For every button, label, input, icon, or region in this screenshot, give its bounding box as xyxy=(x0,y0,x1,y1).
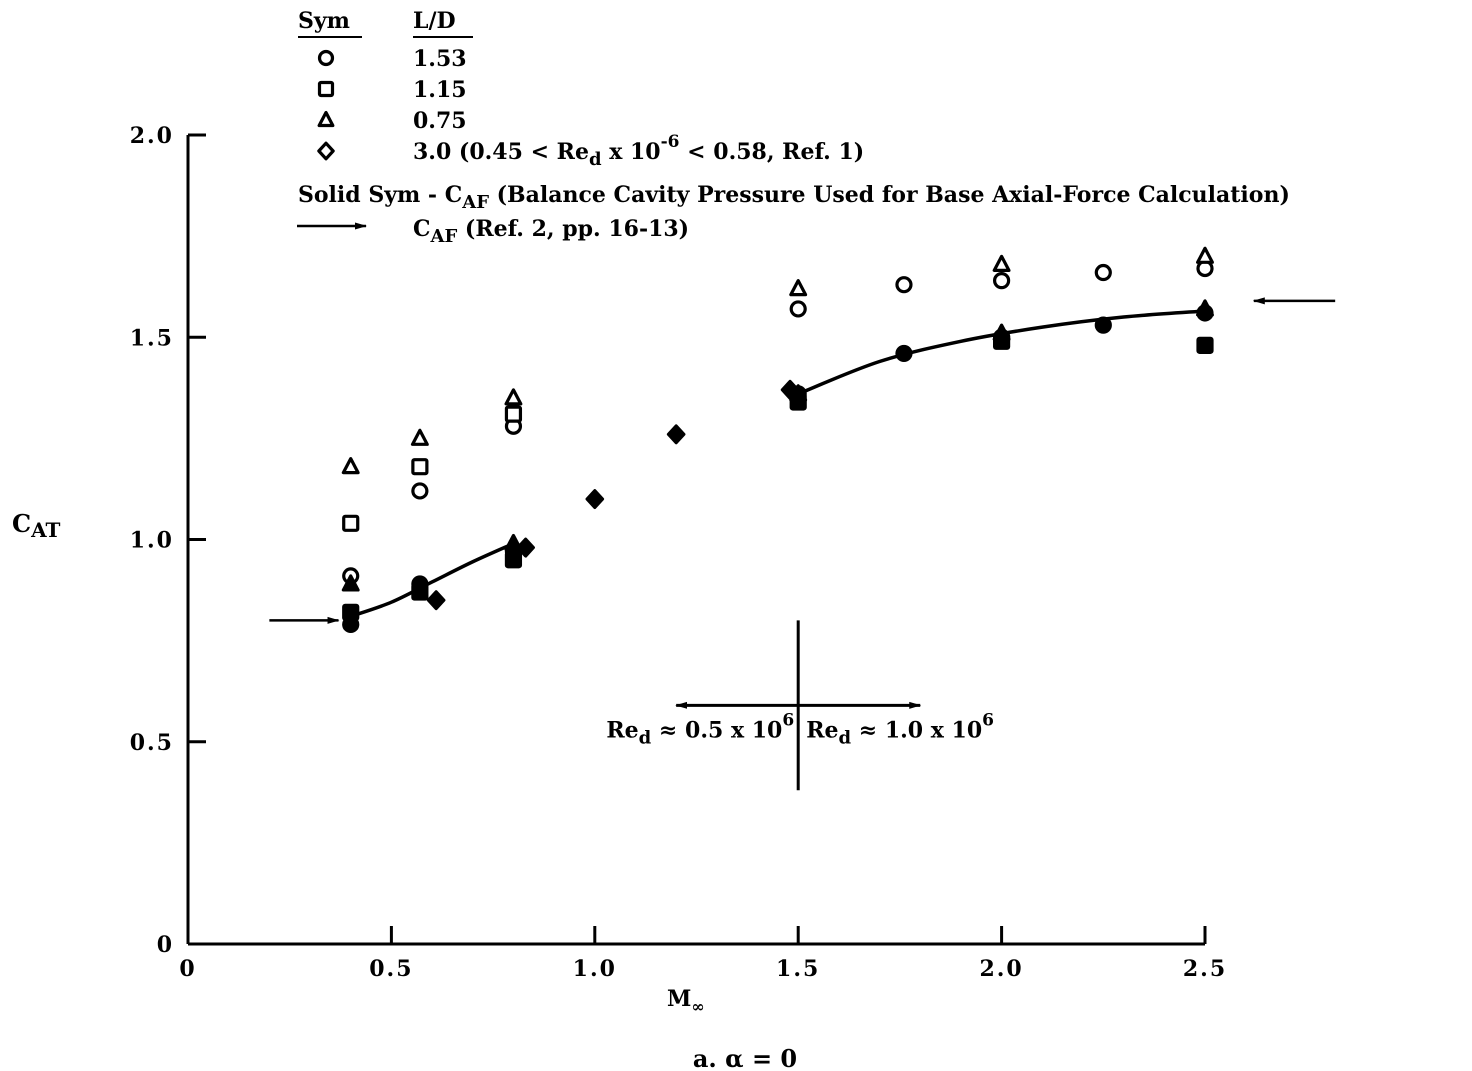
open-triangle-point xyxy=(504,388,523,406)
legend-triangle-icon xyxy=(317,110,335,128)
legend-label: 1.53 xyxy=(413,46,467,72)
solid-diamond-point xyxy=(585,489,605,510)
y-tick-label: 0 xyxy=(157,932,174,958)
y-tick-label: 1.0 xyxy=(130,528,174,554)
fairing-curve xyxy=(350,541,515,619)
solid-triangle-point xyxy=(1196,299,1214,317)
solid-diamond-point xyxy=(516,537,535,558)
legend-header-ld: L/D xyxy=(413,8,456,34)
open-triangle-point xyxy=(341,457,360,475)
legend-label: 1.15 xyxy=(413,77,467,103)
open-triangle-point xyxy=(410,428,429,446)
y-axis-label: CAT xyxy=(12,509,61,542)
solid-square-point xyxy=(504,551,523,569)
axis-labels: CAT M∞ a. α = 0 xyxy=(12,509,797,1071)
x-tick-label: 0 xyxy=(179,956,196,982)
solid-triangle-point xyxy=(992,323,1011,341)
legend-solid-note: Solid Sym - CAF (Balance Cavity Pressure… xyxy=(298,182,1290,213)
solid-square-point xyxy=(1196,336,1214,354)
x-tick-label: 2.0 xyxy=(979,956,1023,982)
legend-square-icon xyxy=(317,80,335,98)
legend-diamond-icon xyxy=(317,141,335,161)
open-circle-point xyxy=(789,300,807,318)
axes: 0 0.5 1.0 1.5 2.0 0 0.5 1.0 1.5 2.0 2.5 xyxy=(130,123,1227,982)
legend-header-sym: Sym xyxy=(298,8,350,34)
x-axis-label: M∞ xyxy=(667,986,705,1016)
x-tick-label: 0.5 xyxy=(369,956,413,982)
figure-caption: a. α = 0 xyxy=(693,1044,797,1071)
open-triangle-point xyxy=(1196,246,1214,264)
open-circle-point xyxy=(992,272,1011,290)
reference-arrows xyxy=(269,297,1336,624)
solid-triangle-point xyxy=(341,574,360,592)
solid-circle-point xyxy=(895,344,913,363)
y-tick-label: 1.5 xyxy=(130,325,174,351)
solid-diamond-point xyxy=(426,590,446,611)
legend-label: 0.75 xyxy=(413,108,467,134)
reynolds-label-left: Red ≈ 0.5 x 106 xyxy=(606,710,794,748)
legend-label: 3.0 (0.45 < Red x 10-6 < 0.58, Ref. 1) xyxy=(413,132,864,170)
x-tick-label: 1.5 xyxy=(776,956,820,982)
solid-square-point xyxy=(342,603,360,621)
reynolds-annotation: Red ≈ 0.5 x 106 Red ≈ 1.0 x 106 xyxy=(606,620,994,791)
open-circle-point xyxy=(895,276,913,294)
x-tick-label: 2.5 xyxy=(1183,956,1227,982)
open-square-point xyxy=(342,514,360,532)
x-tick-label: 1.0 xyxy=(573,956,617,982)
open-square-point xyxy=(504,405,523,423)
open-circle-point xyxy=(1094,263,1112,282)
solid-diamond-point xyxy=(666,424,686,445)
reynolds-label-right: Red ≈ 1.0 x 106 xyxy=(806,710,994,748)
y-tick-label: 0.5 xyxy=(130,730,174,756)
legend-circle-icon xyxy=(317,49,335,67)
legend-arrow-note: CAF (Ref. 2, pp. 16-13) xyxy=(413,216,689,247)
fairing-curves xyxy=(350,309,1206,619)
open-triangle-point xyxy=(789,279,808,297)
open-triangle-point xyxy=(992,254,1011,272)
open-square-point xyxy=(411,458,429,476)
solid-square-point xyxy=(411,583,429,601)
fairing-curve xyxy=(797,309,1206,396)
data-points xyxy=(341,246,1214,634)
solid-triangle-point xyxy=(504,533,523,552)
open-circle-point xyxy=(411,482,429,500)
legend: Sym L/D 1.53 1.15 0.753.0 (0.45 < Red x 10-6… xyxy=(297,8,1290,247)
y-tick-label: 2.0 xyxy=(130,123,174,149)
solid-circle-point xyxy=(1094,316,1112,334)
solid-diamond-point xyxy=(780,379,800,400)
